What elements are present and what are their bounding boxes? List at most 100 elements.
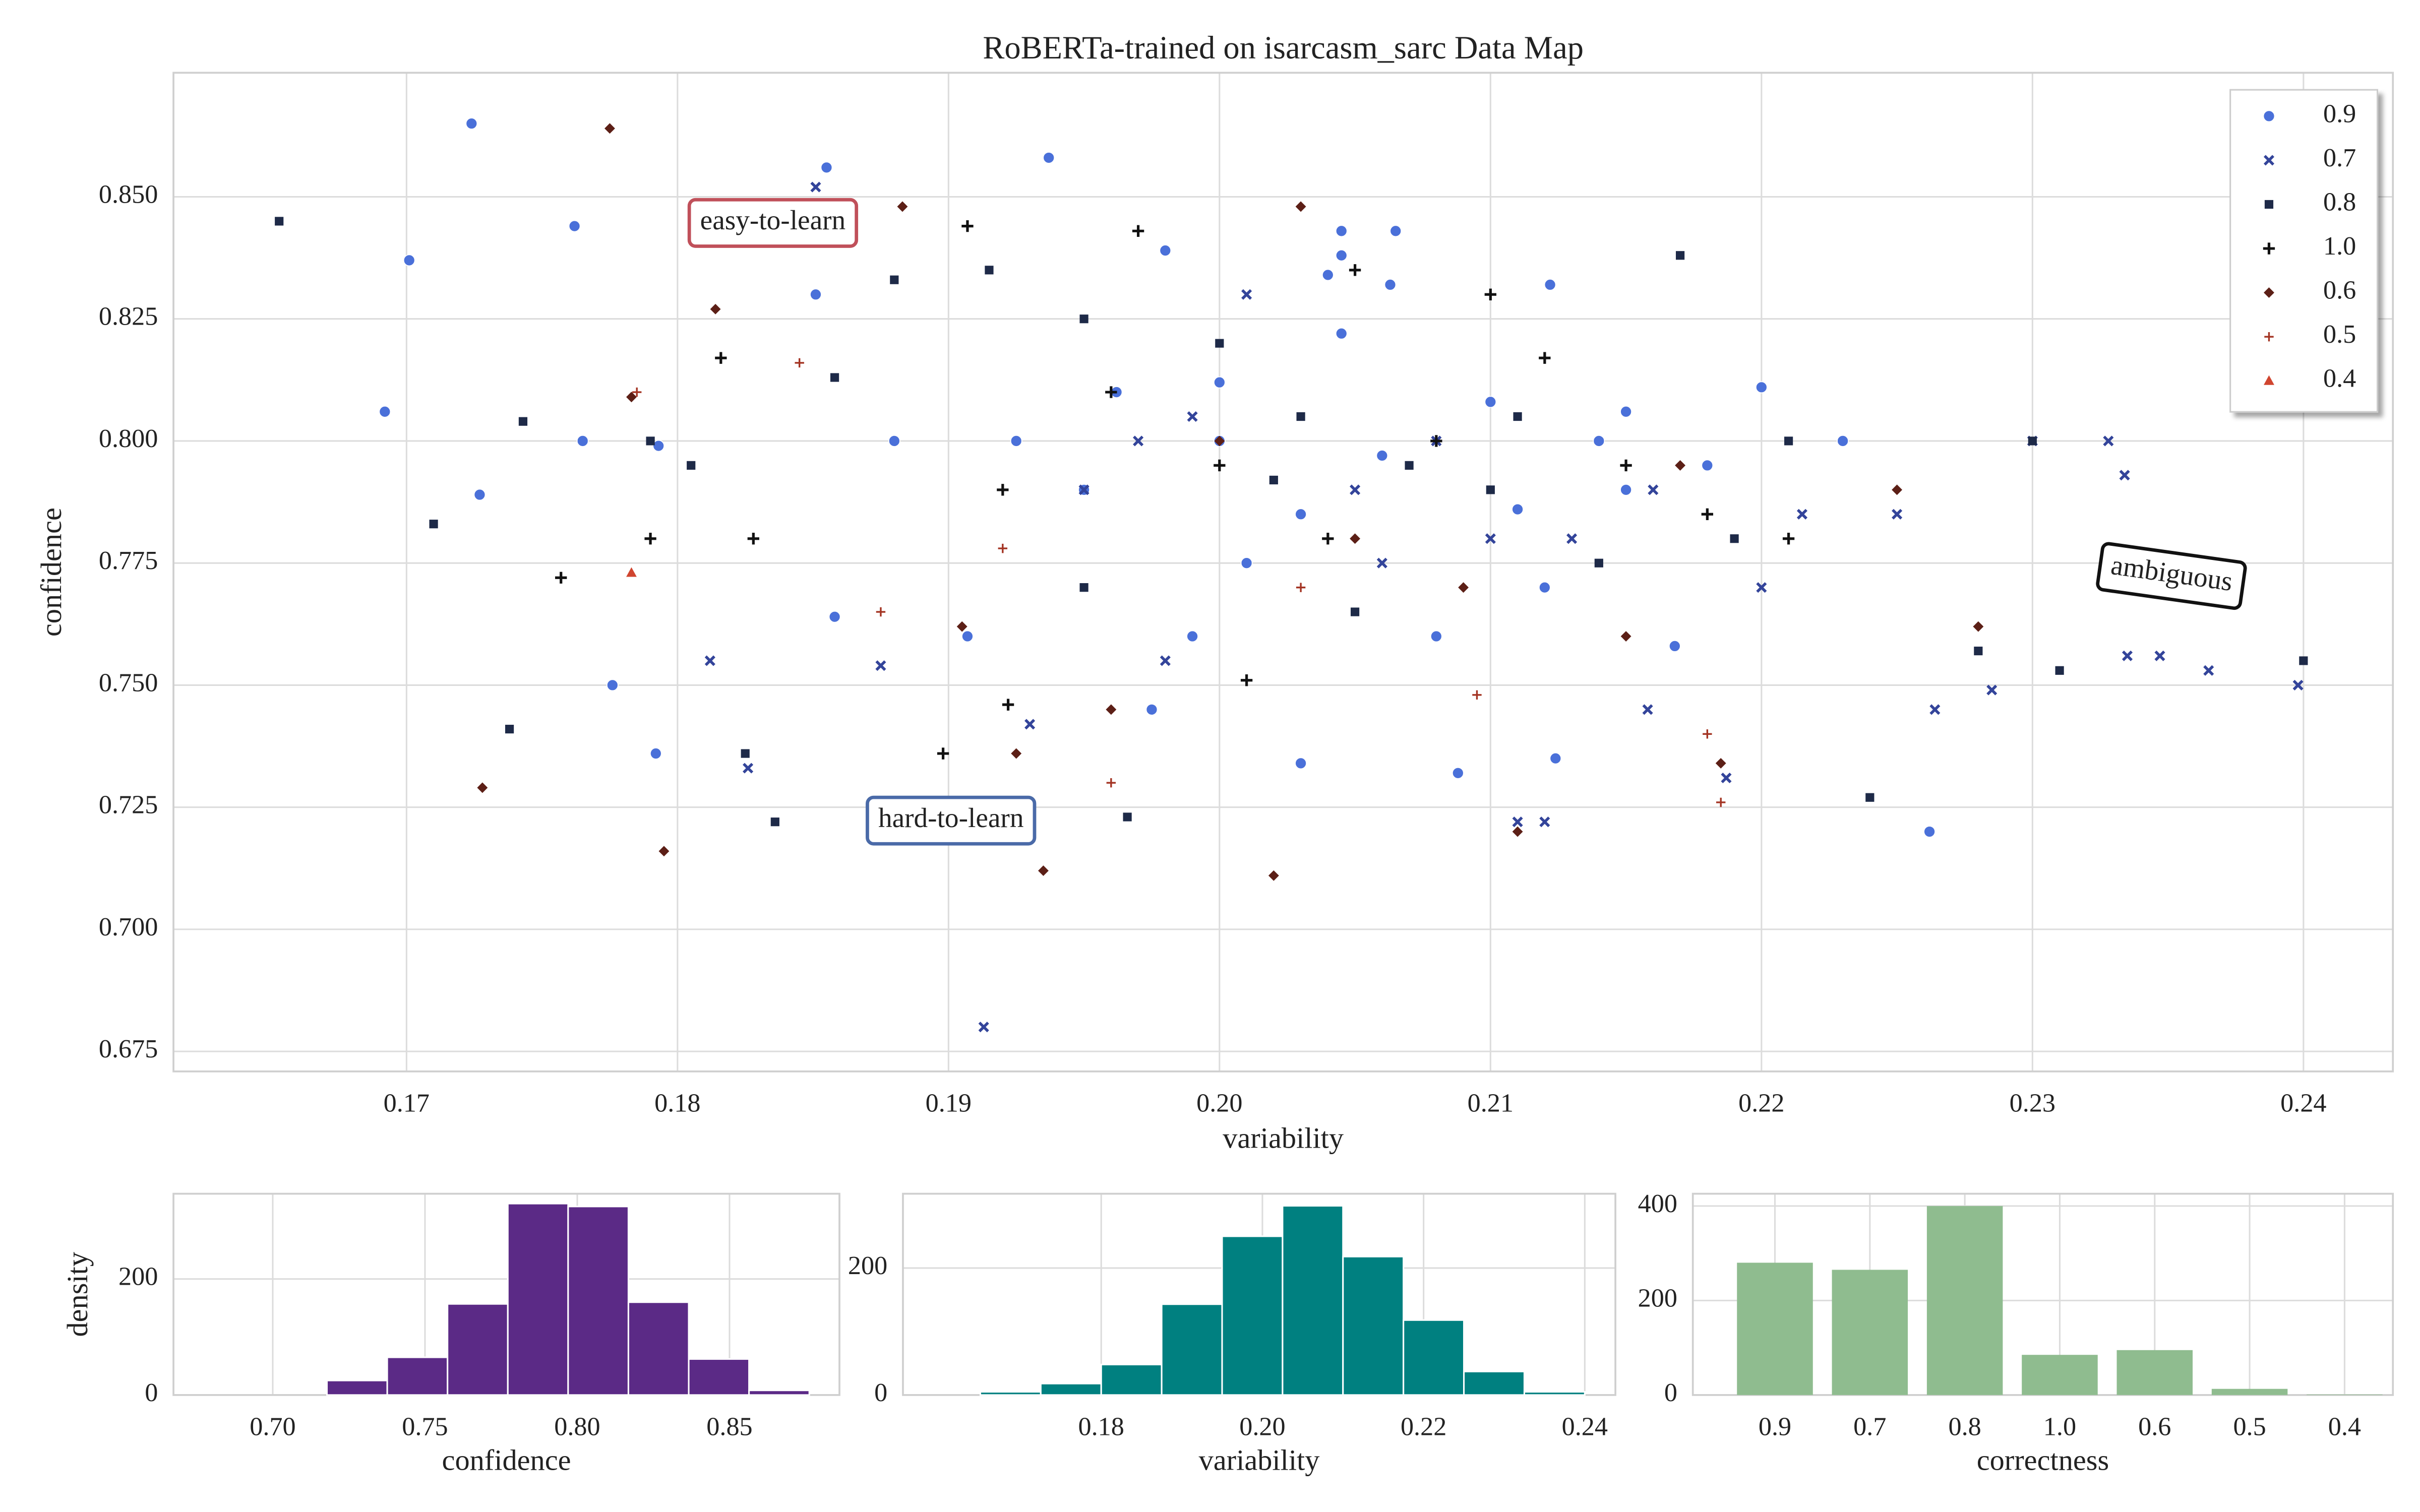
y-tick-label: 0 xyxy=(1664,1378,1677,1407)
scatter-point xyxy=(1296,412,1305,421)
x-tick-label: 1.0 xyxy=(2043,1412,2076,1441)
legend-label: 0.6 xyxy=(2323,276,2356,305)
histogram-bar xyxy=(979,1391,1042,1396)
x-tick-label: 0.22 xyxy=(1401,1412,1446,1441)
scatter-point xyxy=(1973,621,1984,632)
bar xyxy=(1926,1206,2003,1395)
scatter-point xyxy=(1186,630,1199,643)
scatter-point xyxy=(1405,461,1414,470)
legend-box xyxy=(2229,89,2379,413)
histogram-bar xyxy=(1221,1235,1284,1396)
histogram-bar xyxy=(748,1390,810,1396)
scatter-point xyxy=(741,749,750,758)
scatter-point xyxy=(1349,264,1361,276)
scatter-point xyxy=(687,461,696,470)
y-tick-label: 0.700 xyxy=(99,912,158,941)
y-axis-label: confidence xyxy=(35,508,68,637)
scatter-point xyxy=(1512,826,1523,837)
scatter-point xyxy=(568,220,581,232)
x-tick-label: 0.17 xyxy=(384,1088,430,1117)
x-tick-label: 0.70 xyxy=(250,1412,295,1441)
x-tick-label: 0.18 xyxy=(1078,1412,1124,1441)
y-tick-label: 0.675 xyxy=(99,1034,158,1063)
x-tick-label: 0.8 xyxy=(1948,1412,1981,1441)
scatter-point xyxy=(1923,826,1936,838)
scatter-point xyxy=(644,533,656,545)
scatter-point xyxy=(937,747,949,760)
scatter-point xyxy=(2103,435,2114,447)
scatter-point xyxy=(1620,631,1631,642)
scatter-point xyxy=(1214,459,1226,472)
x-tick-label: 0.75 xyxy=(402,1412,448,1441)
scatter-point xyxy=(1295,201,1306,212)
y-tick-label: 400 xyxy=(1638,1189,1677,1218)
scatter-point xyxy=(985,266,994,275)
x-axis-label: variability xyxy=(1223,1121,1344,1154)
scatter-point xyxy=(1376,557,1387,569)
bar xyxy=(1737,1263,1813,1395)
histogram-bar xyxy=(1040,1382,1102,1396)
legend-label: 0.8 xyxy=(2323,187,2356,216)
scatter-point xyxy=(743,763,754,774)
scatter-point xyxy=(1038,865,1049,876)
scatter-point xyxy=(1215,339,1224,348)
scatter-point xyxy=(1376,450,1388,462)
x-axis-label: variability xyxy=(1199,1443,1320,1476)
histogram-bar xyxy=(1463,1370,1525,1396)
scatter-point xyxy=(1269,475,1278,485)
y-tick-label: 200 xyxy=(1638,1283,1677,1312)
scatter-point xyxy=(1756,582,1767,593)
scatter-point xyxy=(1566,533,1578,544)
scatter-point xyxy=(747,533,760,545)
y-tick-label: 0.750 xyxy=(99,668,158,697)
scatter-point xyxy=(875,660,886,671)
scatter-point xyxy=(626,567,637,577)
scatter-point xyxy=(576,434,589,447)
scatter-point xyxy=(1079,314,1088,324)
scatter-point xyxy=(2119,470,2130,481)
annotation: ambiguous xyxy=(2096,542,2247,610)
scatter-point xyxy=(1620,483,1632,496)
scatter-point xyxy=(1123,812,1132,822)
scatter-point xyxy=(626,392,637,403)
scatter-point xyxy=(1011,748,1022,759)
scatter-point xyxy=(1484,396,1497,408)
x-tick-label: 0.9 xyxy=(1759,1412,1791,1441)
scatter-point xyxy=(275,217,284,226)
scatter-point xyxy=(1784,436,1793,446)
scatter-point xyxy=(1322,533,1334,545)
scatter-point xyxy=(1187,411,1198,422)
scatter-point xyxy=(379,405,391,418)
histogram-bar xyxy=(1403,1319,1465,1396)
scatter-point xyxy=(1214,435,1225,447)
scatter-point xyxy=(1043,151,1055,164)
scatter-point xyxy=(890,275,899,284)
scatter-point xyxy=(1484,288,1497,300)
scatter-point xyxy=(1715,758,1726,769)
y-tick-label: 0.775 xyxy=(99,546,158,575)
legend-marker xyxy=(2264,332,2274,342)
scatter-point xyxy=(2028,436,2037,446)
y-tick-label: 0 xyxy=(874,1378,887,1407)
x-tick-label: 0.23 xyxy=(2010,1088,2055,1117)
y-tick-label: 0.800 xyxy=(99,424,158,453)
scatter-point xyxy=(604,123,615,134)
scatter-point xyxy=(1160,655,1171,666)
scatter-point xyxy=(1544,278,1556,291)
scatter-point xyxy=(1106,778,1116,788)
scatter-point xyxy=(1796,509,1808,520)
scatter-point xyxy=(1703,729,1712,739)
scatter-point xyxy=(1892,509,1903,520)
scatter-point xyxy=(1159,244,1172,257)
scatter-point xyxy=(1350,533,1361,544)
scatter-point xyxy=(1675,251,1685,260)
scatter-point xyxy=(2055,666,2064,675)
scatter-point xyxy=(518,417,528,426)
x-tick-label: 0.4 xyxy=(2328,1412,2361,1441)
legend-label: 0.9 xyxy=(2323,99,2356,128)
scatter-point xyxy=(477,782,488,793)
scatter-point xyxy=(998,543,1008,553)
scatter-point xyxy=(1538,581,1551,594)
